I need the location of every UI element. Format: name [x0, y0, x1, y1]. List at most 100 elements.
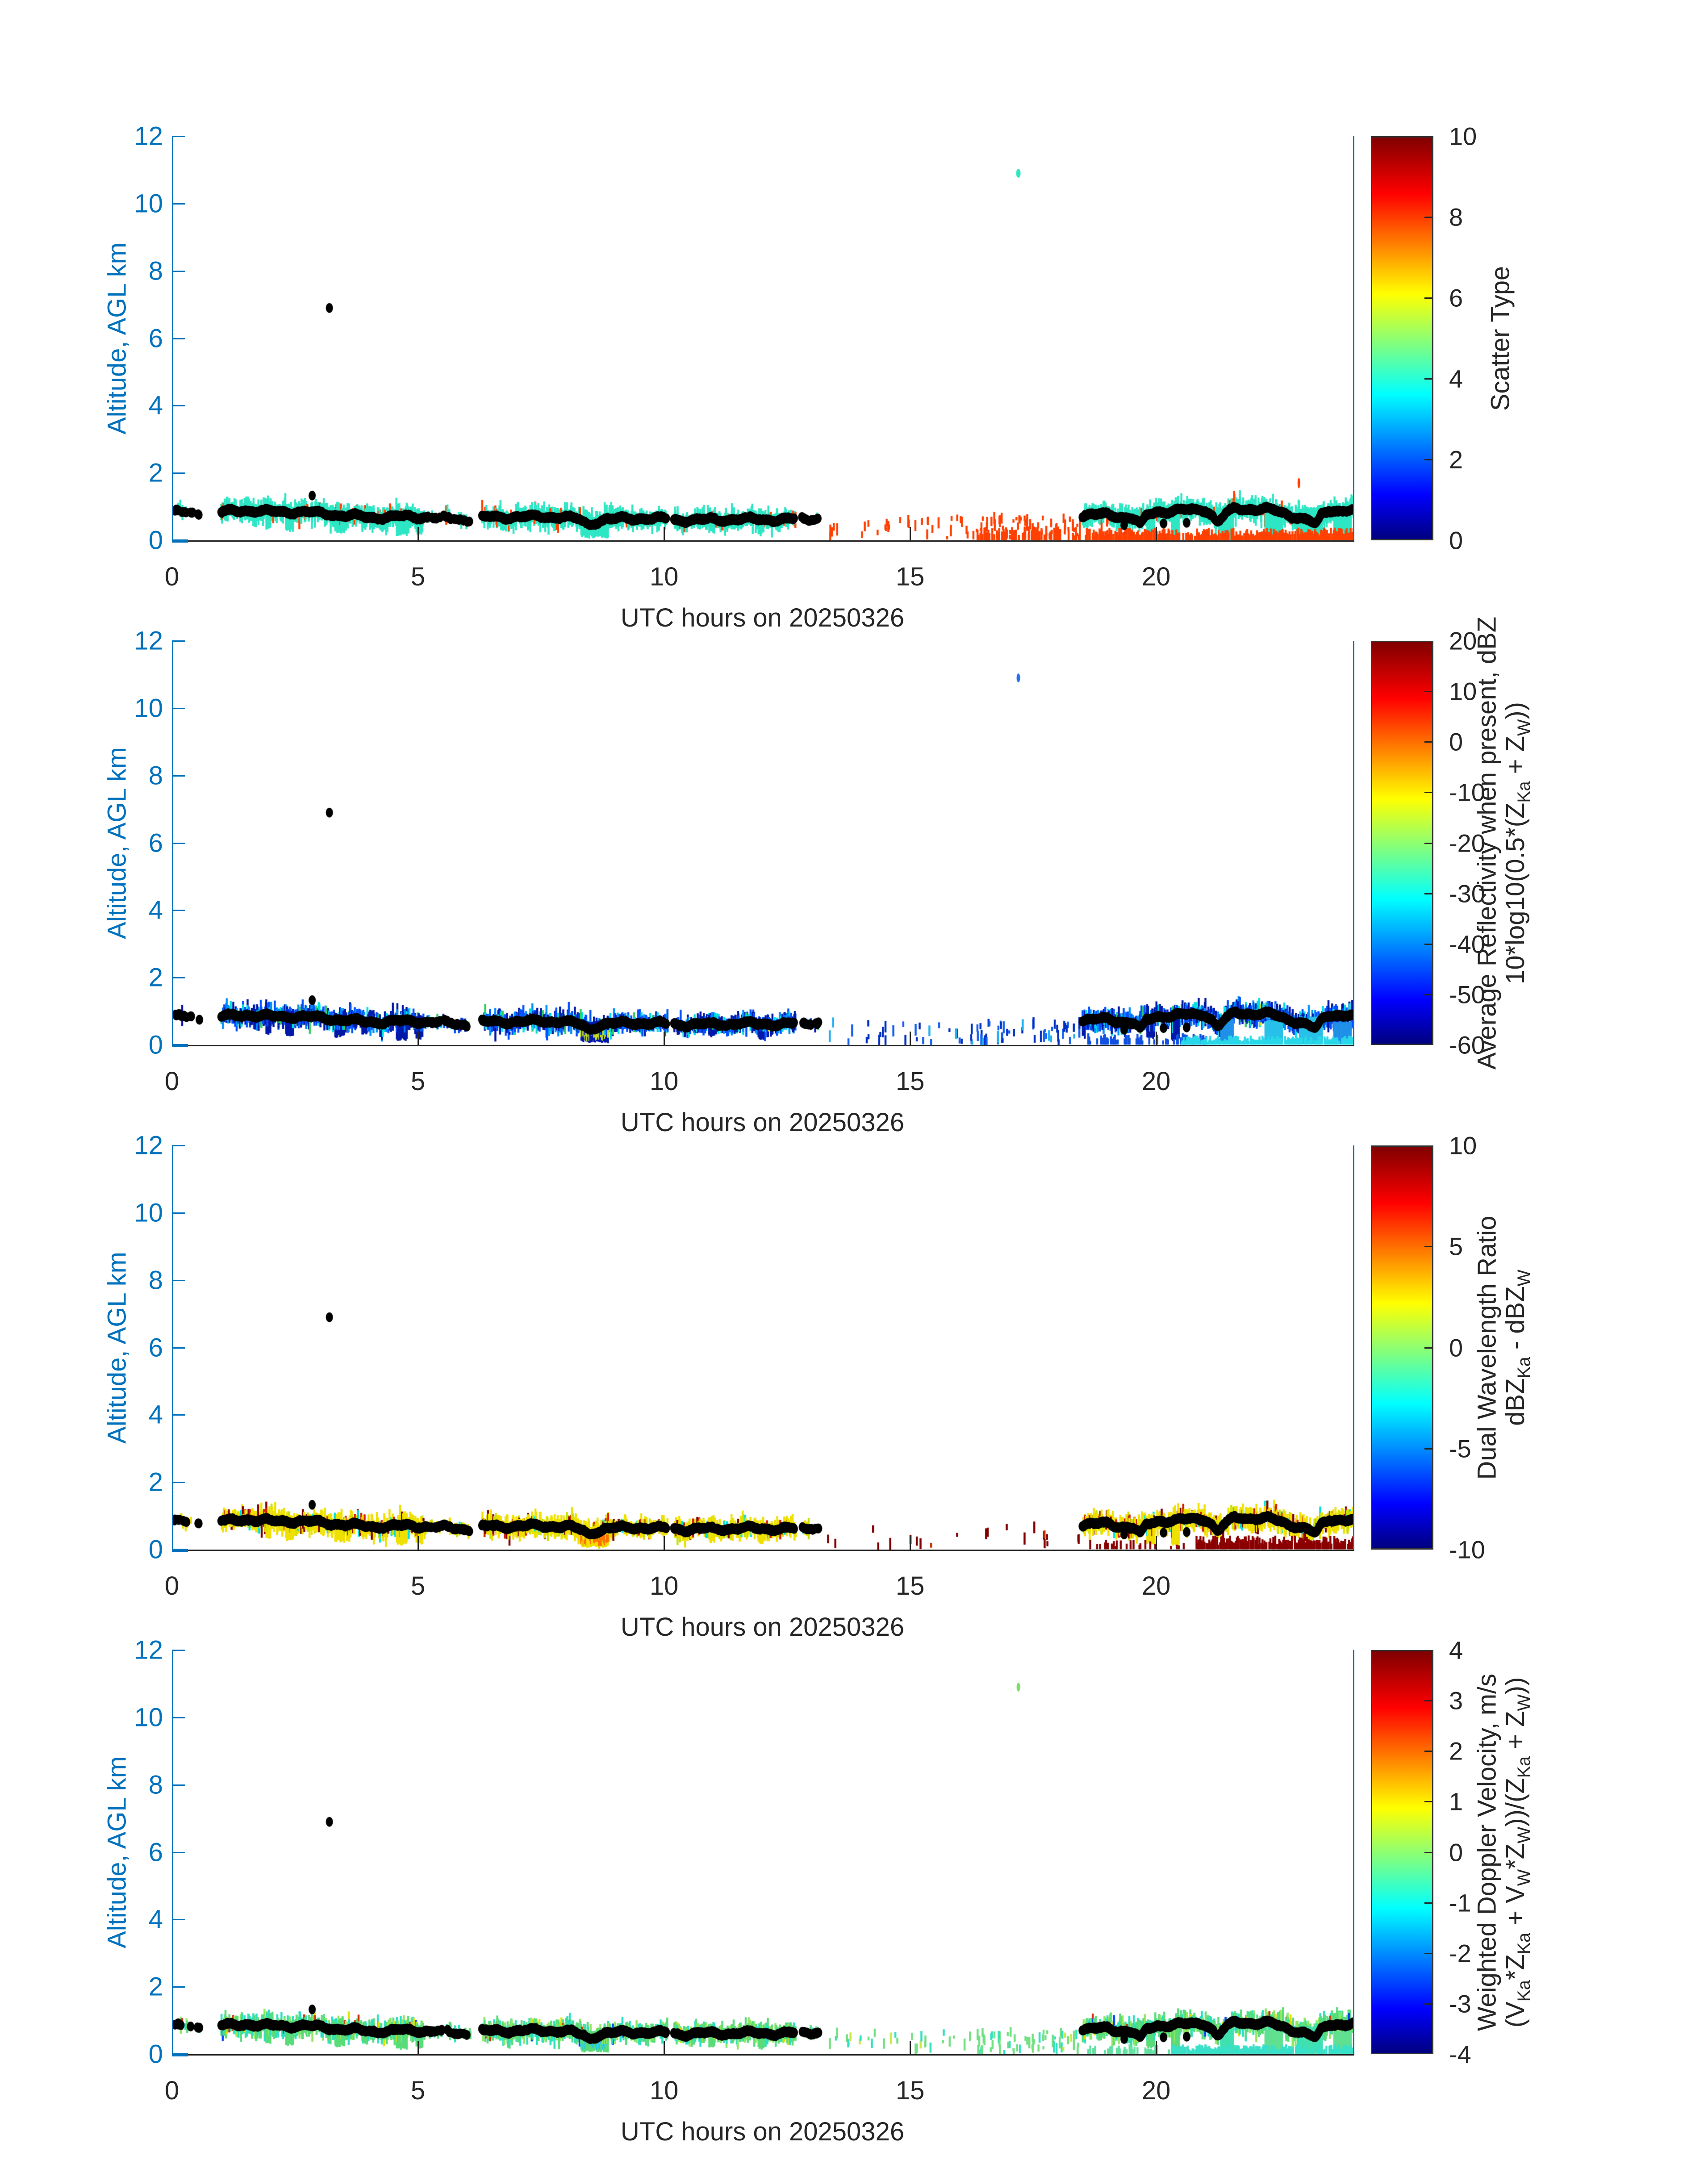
- x-tick-label: 0: [164, 2076, 180, 2105]
- x-tick-label: 0: [164, 1067, 180, 1096]
- x-tick-label: 5: [410, 1571, 426, 1600]
- x-axis-line: [172, 1550, 1354, 1551]
- y-tick: [172, 1986, 185, 1988]
- right-axis-line: [1353, 1650, 1354, 2054]
- y-tick-label: 10: [134, 694, 163, 723]
- y-tick: [172, 1851, 185, 1853]
- colorbar-tick-label: 2: [1449, 445, 1463, 474]
- x-tick-label: 20: [1141, 562, 1171, 591]
- colorbar-tick-label: 8: [1449, 203, 1463, 231]
- colorbar-tick: [1424, 792, 1433, 794]
- y-tick-label: 0: [148, 1535, 163, 1564]
- colorbar-title-line: Average Reflectivity when present, dBZ: [1472, 616, 1502, 1070]
- x-tick: [418, 2041, 419, 2054]
- y-tick-label: 6: [148, 828, 163, 857]
- colorbar-tick: [1424, 1952, 1433, 1954]
- y-tick: [172, 842, 185, 844]
- colorbar-title-line: Weighted Doppler Velocity, m/s: [1472, 1673, 1502, 2031]
- y-zero-tick: [172, 539, 188, 543]
- plot-data-canvas: [172, 136, 1353, 540]
- y-tick-label: 0: [148, 526, 163, 555]
- y-tick-label: 8: [148, 1770, 163, 1800]
- y-tick: [172, 1145, 185, 1146]
- x-axis-label: UTC hours on 20250326: [620, 1108, 905, 1137]
- colorbar-gradient: [1372, 642, 1432, 1044]
- y-tick-label: 10: [134, 1703, 163, 1732]
- colorbar-tick-label: 0: [1449, 727, 1463, 756]
- right-axis-line: [1353, 136, 1354, 540]
- x-tick-label: 20: [1141, 2076, 1171, 2105]
- colorbar-tick-label: -60: [1449, 1031, 1485, 1059]
- x-tick: [910, 1536, 911, 1550]
- colorbar-title-line: Scatter Type: [1486, 266, 1515, 411]
- colorbar-tick: [1424, 842, 1433, 844]
- colorbar-tick: [1424, 1902, 1433, 1904]
- x-tick: [910, 2041, 911, 2054]
- colorbar-tick-label: -30: [1449, 879, 1485, 908]
- y-zero-tick: [172, 1044, 188, 1047]
- y-tick: [172, 1212, 185, 1214]
- y-tick-label: 12: [134, 1131, 163, 1160]
- y-tick-label: 8: [148, 1266, 163, 1295]
- x-tick-label: 10: [649, 1067, 679, 1096]
- y-tick-label: 6: [148, 1333, 163, 1362]
- colorbar-tick: [1424, 217, 1433, 218]
- colorbar-tick-label: -3: [1449, 1989, 1471, 2018]
- y-zero-tick: [172, 2053, 188, 2056]
- y-tick: [172, 1717, 185, 1718]
- right-axis-line: [1353, 641, 1354, 1045]
- y-tick-label: 10: [134, 189, 163, 218]
- colorbar-tick-label: 6: [1449, 284, 1463, 312]
- colorbar-tick-label: 0: [1449, 1838, 1463, 1866]
- colorbar-tick-label: 3: [1449, 1686, 1463, 1715]
- y-zero-tick: [172, 1549, 188, 1552]
- plot-data-canvas: [172, 641, 1353, 1045]
- y-tick: [172, 1919, 185, 1921]
- x-tick-label: 20: [1141, 1067, 1171, 1096]
- y-tick-label: 4: [148, 895, 163, 925]
- colorbar-tick-label: -1: [1449, 1889, 1471, 1917]
- colorbar-tick: [1424, 994, 1433, 995]
- colorbar-tick-label: -20: [1449, 829, 1485, 857]
- colorbar-tick-label: -10: [1449, 1535, 1485, 1564]
- colorbar-tick: [1424, 1448, 1433, 1450]
- x-tick-label: 15: [895, 1067, 925, 1096]
- colorbar-tick-label: 10: [1449, 122, 1477, 150]
- y-tick: [172, 136, 185, 137]
- colorbar-title-line: (VKa*ZKa + VW*ZW))/(ZKa + ZW)): [1501, 1677, 1534, 2027]
- colorbar-tick: [1424, 1246, 1433, 1248]
- y-tick: [172, 775, 185, 777]
- x-tick-label: 10: [649, 562, 679, 591]
- x-tick-label: 0: [164, 1571, 180, 1600]
- colorbar: [1371, 1145, 1433, 1550]
- y-tick-label: 12: [134, 626, 163, 656]
- y-tick-label: 8: [148, 761, 163, 790]
- colorbar-tick-label: -40: [1449, 930, 1485, 958]
- colorbar-tick: [1424, 741, 1433, 743]
- colorbar-tick-label: -2: [1449, 1939, 1471, 1968]
- y-tick-label: 2: [148, 1467, 163, 1497]
- y-tick: [172, 640, 185, 642]
- y-tick: [172, 405, 185, 407]
- y-tick-label: 8: [148, 256, 163, 286]
- x-tick: [418, 527, 419, 540]
- x-tick: [1156, 2041, 1157, 2054]
- y-tick-label: 2: [148, 1972, 163, 2002]
- y-tick-label: 4: [148, 391, 163, 420]
- colorbar-title-line: dBZKa - dBZW: [1501, 1269, 1534, 1426]
- x-tick-label: 10: [649, 2076, 679, 2105]
- plot-data-canvas: [172, 1145, 1353, 1550]
- x-axis-label: UTC hours on 20250326: [620, 603, 905, 632]
- x-tick: [418, 1032, 419, 1045]
- colorbar-tick-label: 5: [1449, 1232, 1463, 1261]
- x-tick: [1156, 527, 1157, 540]
- colorbar-tick-label: -10: [1449, 778, 1485, 806]
- colorbar-tick-label: 0: [1449, 1333, 1463, 1362]
- colorbar-tick-label: 20: [1449, 627, 1477, 655]
- x-axis-line: [172, 540, 1354, 542]
- x-tick: [664, 1536, 665, 1550]
- y-tick-label: 12: [134, 121, 163, 151]
- colorbar-tick: [1424, 378, 1433, 380]
- x-tick: [418, 1536, 419, 1550]
